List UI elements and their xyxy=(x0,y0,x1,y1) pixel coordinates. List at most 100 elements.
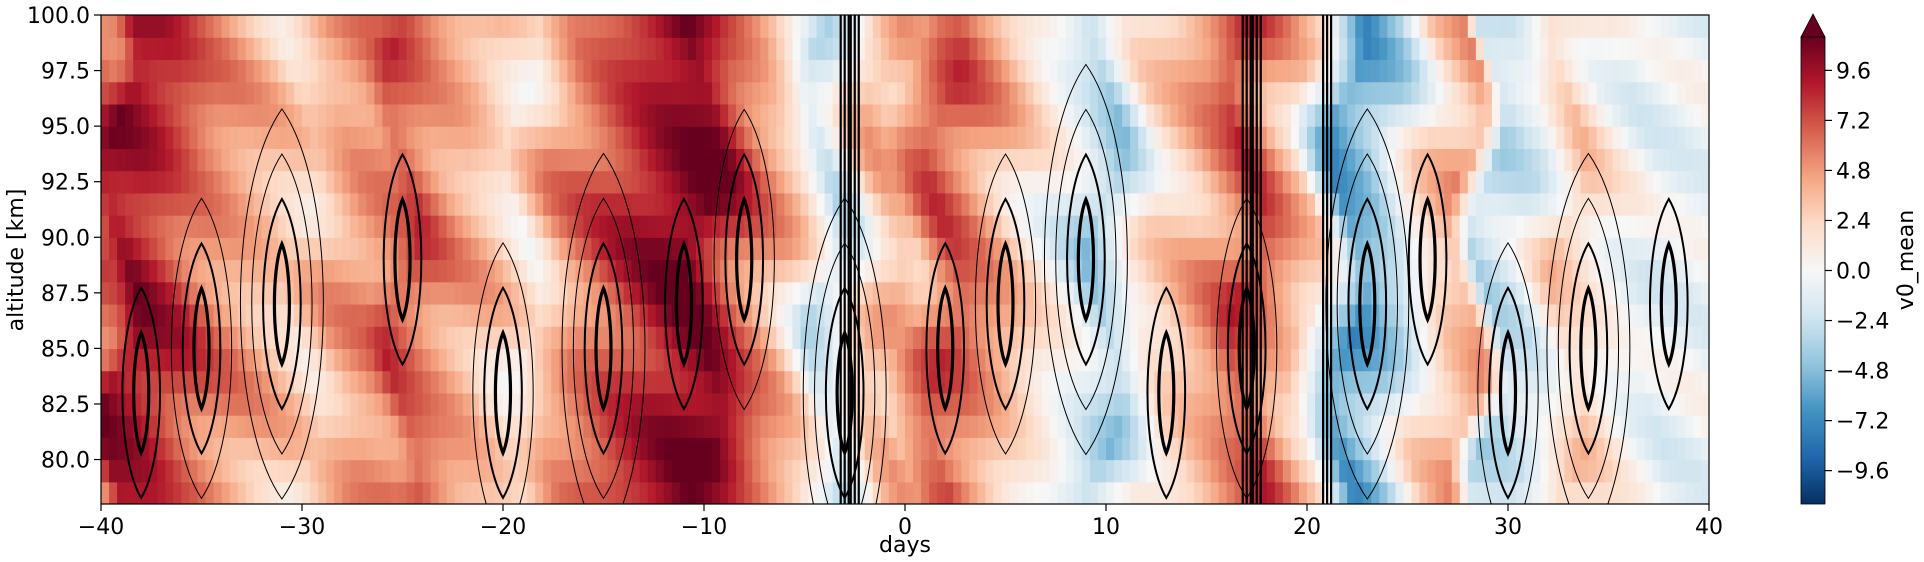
heatmap-cell xyxy=(1049,81,1059,105)
heatmap-cell xyxy=(205,215,215,238)
heatmap-cell xyxy=(1371,415,1380,438)
heatmap-cell xyxy=(1419,459,1429,483)
heatmap-cell xyxy=(647,437,657,461)
heatmap-cell xyxy=(888,348,898,372)
heatmap-cell xyxy=(679,481,689,504)
heatmap-cell xyxy=(551,303,560,327)
heatmap-cell xyxy=(1459,192,1469,216)
heatmap-cell xyxy=(1009,415,1019,438)
heatmap-cell xyxy=(1122,348,1131,372)
heatmap-cell xyxy=(1668,103,1678,127)
heatmap-cell xyxy=(679,415,689,438)
heatmap-cell xyxy=(1331,259,1340,283)
heatmap-cell xyxy=(1001,126,1011,149)
heatmap-cell xyxy=(655,459,665,483)
heatmap-cell xyxy=(438,459,448,483)
heatmap-cell xyxy=(1307,281,1316,305)
heatmap-cell xyxy=(953,103,962,127)
heatmap-cell xyxy=(913,459,922,483)
heatmap-cell xyxy=(1451,15,1461,38)
heatmap-cell xyxy=(663,15,673,38)
heatmap-cell xyxy=(470,415,480,438)
heatmap-cell xyxy=(1491,192,1501,216)
heatmap-cell xyxy=(543,170,552,194)
heatmap-cell xyxy=(559,192,568,216)
contour-line xyxy=(272,239,291,369)
heatmap-cell xyxy=(462,326,472,350)
x-tick-label: −30 xyxy=(279,515,325,540)
heatmap-cell xyxy=(1033,215,1043,238)
heatmap-cell xyxy=(647,415,657,438)
heatmap-cell xyxy=(1258,348,1268,372)
heatmap-cell xyxy=(1162,370,1171,394)
heatmap-cell xyxy=(1435,326,1445,350)
heatmap-cell xyxy=(101,370,110,394)
heatmap-cell xyxy=(896,37,906,61)
heatmap-cell xyxy=(438,481,448,504)
heatmap-cell xyxy=(253,192,263,216)
heatmap-cell xyxy=(647,126,657,149)
heatmap-cell xyxy=(921,481,930,504)
heatmap-cell xyxy=(1540,437,1549,461)
heatmap-cell xyxy=(977,303,986,327)
heatmap-cell xyxy=(1644,326,1654,350)
heatmap-cell xyxy=(1499,59,1509,83)
heatmap-cell xyxy=(165,103,174,127)
heatmap-cell xyxy=(1041,437,1051,461)
heatmap-cell xyxy=(1411,148,1421,172)
heatmap-cell xyxy=(615,59,625,83)
heatmap-cell xyxy=(1652,37,1662,61)
heatmap-cell xyxy=(1331,303,1340,327)
heatmap-cell xyxy=(1588,126,1598,149)
heatmap-cell xyxy=(1049,459,1059,483)
heatmap-cell xyxy=(1443,392,1453,416)
heatmap-cell xyxy=(1154,326,1163,350)
heatmap-cell xyxy=(969,370,978,394)
heatmap-cell xyxy=(1596,459,1606,483)
heatmap-cell xyxy=(1403,348,1413,372)
heatmap-cell xyxy=(511,81,520,105)
heatmap-cell xyxy=(1033,348,1043,372)
heatmap-cell xyxy=(318,170,327,194)
colorbar-tick-label: 0.0 xyxy=(1836,260,1871,285)
heatmap-cell xyxy=(1644,370,1654,394)
heatmap-cell xyxy=(1041,237,1051,261)
heatmap-cell xyxy=(1580,81,1589,105)
heatmap-cell xyxy=(1315,192,1324,216)
heatmap-cell xyxy=(639,126,649,149)
heatmap-cell xyxy=(326,148,335,172)
heatmap-cell xyxy=(969,437,978,461)
heatmap-cell xyxy=(744,415,753,438)
heatmap-cell xyxy=(269,15,279,38)
heatmap-cell xyxy=(1628,170,1638,194)
heatmap-cell xyxy=(704,259,713,283)
heatmap-cell xyxy=(1491,481,1501,504)
heatmap-cell xyxy=(695,15,705,38)
heatmap-cell xyxy=(1178,81,1187,105)
heatmap-cell xyxy=(1097,415,1107,438)
heatmap-cell xyxy=(454,392,464,416)
heatmap-cell xyxy=(1636,148,1646,172)
heatmap-cell xyxy=(1178,103,1187,127)
heatmap-cell xyxy=(302,15,311,38)
heatmap-cell xyxy=(663,148,673,172)
heatmap-cell xyxy=(1089,15,1099,38)
contour-line xyxy=(1157,328,1176,458)
heatmap-cell xyxy=(173,170,182,194)
heatmap-cell xyxy=(1371,370,1380,394)
heatmap-cell xyxy=(1548,481,1557,504)
heatmap-cell xyxy=(575,437,584,461)
heatmap-cell xyxy=(1017,459,1027,483)
heatmap-cell xyxy=(945,281,954,305)
heatmap-cell xyxy=(446,37,456,61)
heatmap-cell xyxy=(623,392,633,416)
heatmap-cell xyxy=(888,81,898,105)
heatmap-cell xyxy=(720,192,729,216)
heatmap-cell xyxy=(752,81,761,105)
heatmap-cell xyxy=(446,326,456,350)
heatmap-cell xyxy=(712,170,721,194)
heatmap-cell xyxy=(615,192,625,216)
heatmap-cell xyxy=(543,237,552,261)
heatmap-cell xyxy=(1049,281,1059,305)
heatmap-cell xyxy=(478,15,488,38)
